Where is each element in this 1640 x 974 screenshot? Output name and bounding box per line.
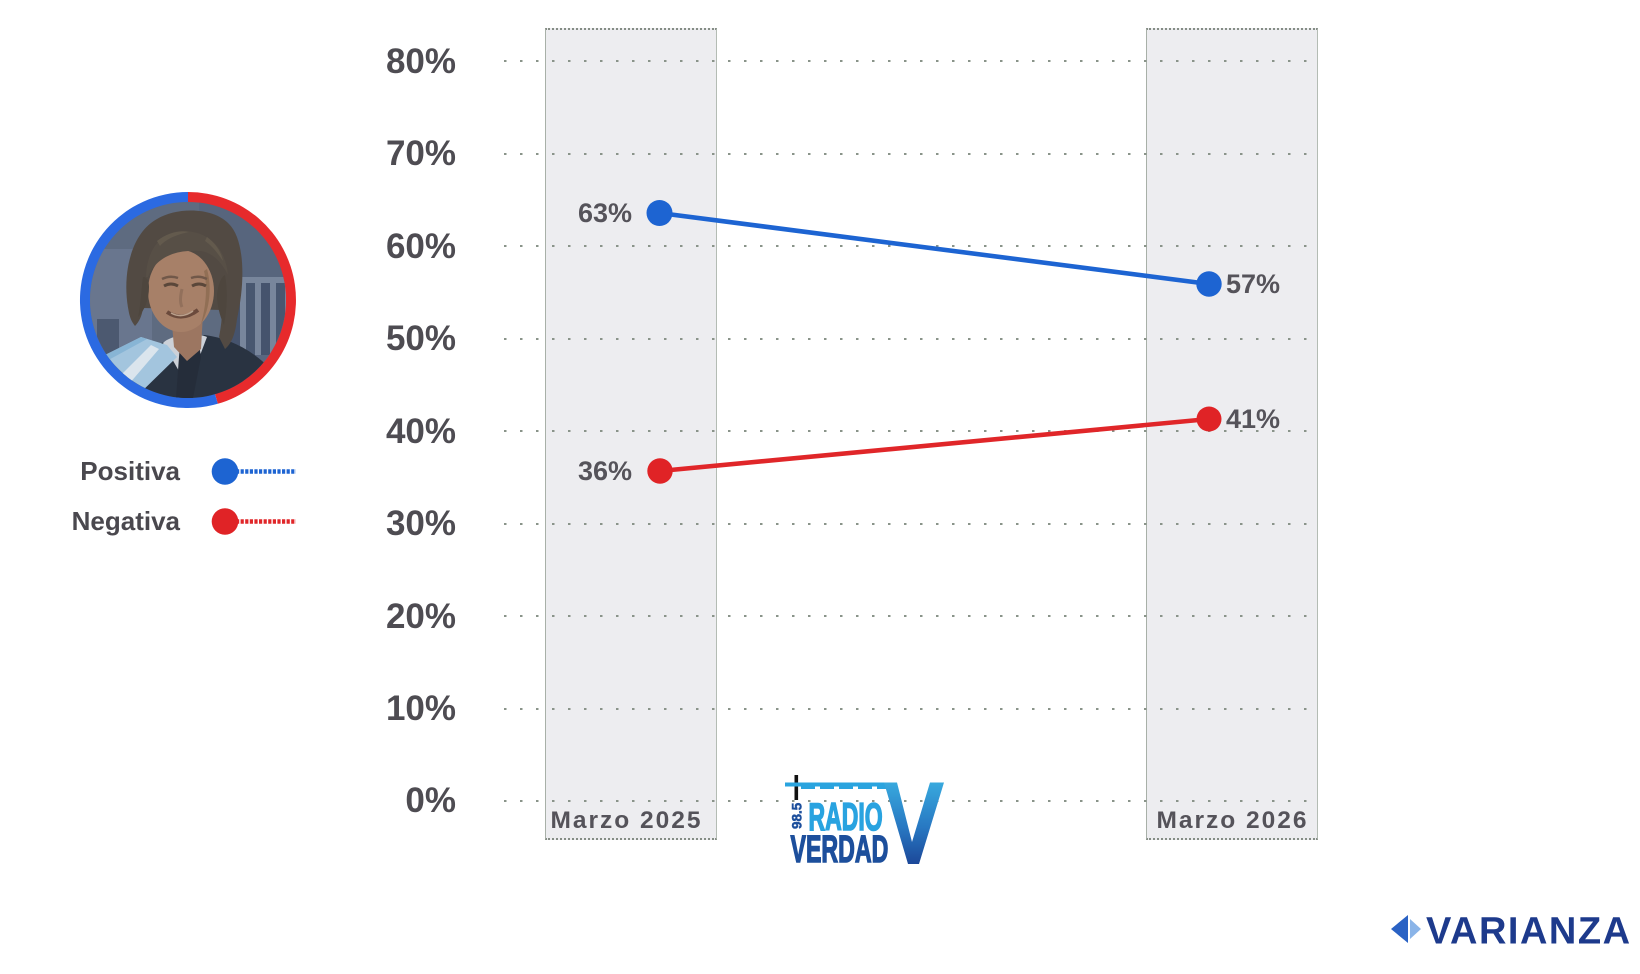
svg-text:VARIANZA: VARIANZA <box>1426 914 1632 953</box>
svg-text:VERDAD: VERDAD <box>791 828 889 870</box>
svg-text:RADIO: RADIO <box>809 795 883 839</box>
svg-text:98.5: 98.5 <box>790 802 805 829</box>
